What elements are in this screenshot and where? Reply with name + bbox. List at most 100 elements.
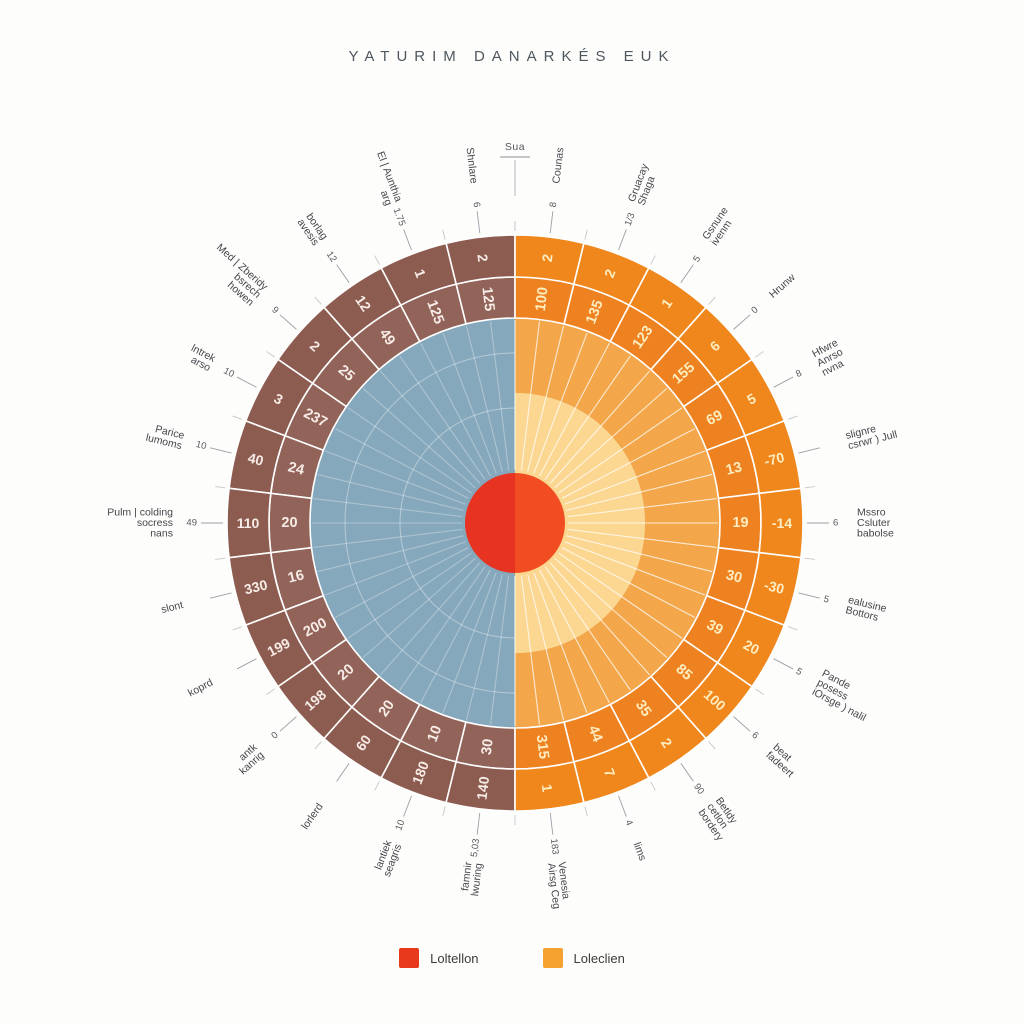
boundary-tick: [804, 557, 815, 560]
legend-item-red: Loltellon: [399, 948, 479, 968]
legend-label: Loltellon: [430, 950, 479, 966]
right-spoke: [554, 557, 668, 659]
ring-value: 85: [672, 661, 695, 684]
radial-label: El | Aunthiaarg: [364, 150, 404, 208]
ring-value: 20: [376, 697, 398, 719]
ring-value: 19: [732, 515, 748, 531]
left-spoke: [324, 450, 466, 505]
radial-label: borlagavesis: [295, 211, 331, 248]
right-spoke: [533, 332, 588, 474]
ring-value: 16: [286, 567, 306, 586]
label-tick: [236, 658, 257, 670]
ring-value: 20: [741, 636, 762, 658]
label-tick: [476, 812, 481, 835]
orange-swatch-icon: [542, 948, 563, 968]
label-tick: [680, 763, 694, 782]
boundary-tick: [374, 255, 380, 265]
radial-label: HfwreAnrsonvna: [810, 337, 850, 379]
left-inner-region: [310, 318, 515, 728]
left-spoke: [442, 332, 497, 474]
ring-value: -70: [763, 449, 787, 469]
right-spoke: [539, 569, 610, 704]
label-tick: [210, 447, 232, 454]
ring-value: 100: [533, 286, 552, 312]
label-tick: [618, 795, 627, 817]
radial-label: VenesiaAirsg Ceg: [545, 861, 573, 910]
ring-value: 140: [473, 775, 492, 800]
top-callout-label: Sua: [505, 141, 525, 153]
radial-label: Paricelumoms: [145, 421, 186, 452]
ring-cell: [322, 266, 402, 340]
tick-number: 1/3: [623, 211, 638, 227]
ring-value: 12: [352, 292, 374, 314]
boundary-tick: [266, 351, 275, 358]
ring-cell: [380, 739, 458, 804]
tick-number: 1.75: [391, 206, 408, 227]
tick-number: 9: [269, 304, 280, 316]
boundary-tick: [314, 296, 322, 305]
left-spoke: [399, 566, 486, 691]
ring-value: 2: [474, 253, 491, 263]
tick-number: 0: [749, 304, 760, 316]
ring-cell: [228, 419, 287, 495]
ring-value: 1: [539, 783, 556, 793]
ring-value: 2: [539, 253, 556, 263]
boundary-tick: [584, 806, 588, 817]
legend-item-orange: Loleclien: [542, 948, 625, 968]
right-spoke: [520, 321, 541, 471]
label-tick: [236, 376, 257, 388]
boundary-tick: [215, 486, 226, 489]
label-tick: [618, 229, 627, 251]
tick-number: 10: [195, 439, 208, 452]
boundary-tick: [215, 557, 226, 560]
ring-value: -14: [772, 515, 792, 531]
tick-number: 6: [833, 518, 838, 529]
legend-label: Loleclien: [573, 950, 625, 966]
left-spoke: [334, 547, 469, 618]
radial-label: Counas: [550, 147, 566, 184]
right-spoke: [566, 535, 713, 573]
label-tick: [798, 447, 820, 454]
left-guide-arc: [399, 407, 516, 639]
left-spoke: [399, 355, 486, 480]
radial-label: Med | Zberidybsrechhowen: [200, 241, 270, 309]
ring-value: -30: [763, 577, 787, 597]
radial-label: Betldycetlonbordery: [696, 795, 744, 844]
ring-value: 24: [286, 459, 306, 478]
right-spoke: [520, 575, 541, 725]
ring-cell: [514, 760, 585, 812]
right-spoke: [558, 407, 683, 494]
tick-number: 4: [623, 818, 635, 827]
left-spoke: [317, 535, 464, 573]
tick-number: 5: [794, 666, 804, 678]
boundary-tick: [708, 296, 716, 305]
boundary-tick: [442, 806, 446, 817]
ring-value: 44: [585, 723, 606, 744]
radial-label: Shnlare: [463, 147, 479, 185]
ring-value: 60: [352, 732, 374, 754]
left-spoke: [379, 370, 481, 484]
tick-number: 6: [471, 201, 483, 208]
right-spoke: [549, 562, 651, 676]
radial-label: GruacayShaga: [626, 161, 661, 207]
label-tick: [798, 592, 820, 599]
right-spoke: [539, 342, 610, 477]
right-spoke: [544, 566, 631, 691]
center-disc-left: [465, 473, 515, 573]
center-disc-right: [515, 473, 565, 573]
tick-number: 10: [222, 365, 236, 380]
right-spoke: [554, 387, 668, 489]
boundary-tick: [232, 415, 243, 420]
red-swatch-icon: [399, 948, 420, 968]
right-spoke: [527, 325, 565, 472]
ring-cell: [244, 358, 314, 437]
left-spoke: [489, 575, 510, 725]
tick-number: 0: [269, 730, 280, 742]
ring-cell: [226, 487, 272, 559]
tick-number: 5,03: [469, 838, 482, 858]
ring-value: 69: [704, 407, 726, 429]
ring-cell: [445, 760, 516, 812]
left-spoke: [420, 342, 491, 477]
tick-number: 12: [324, 249, 339, 264]
